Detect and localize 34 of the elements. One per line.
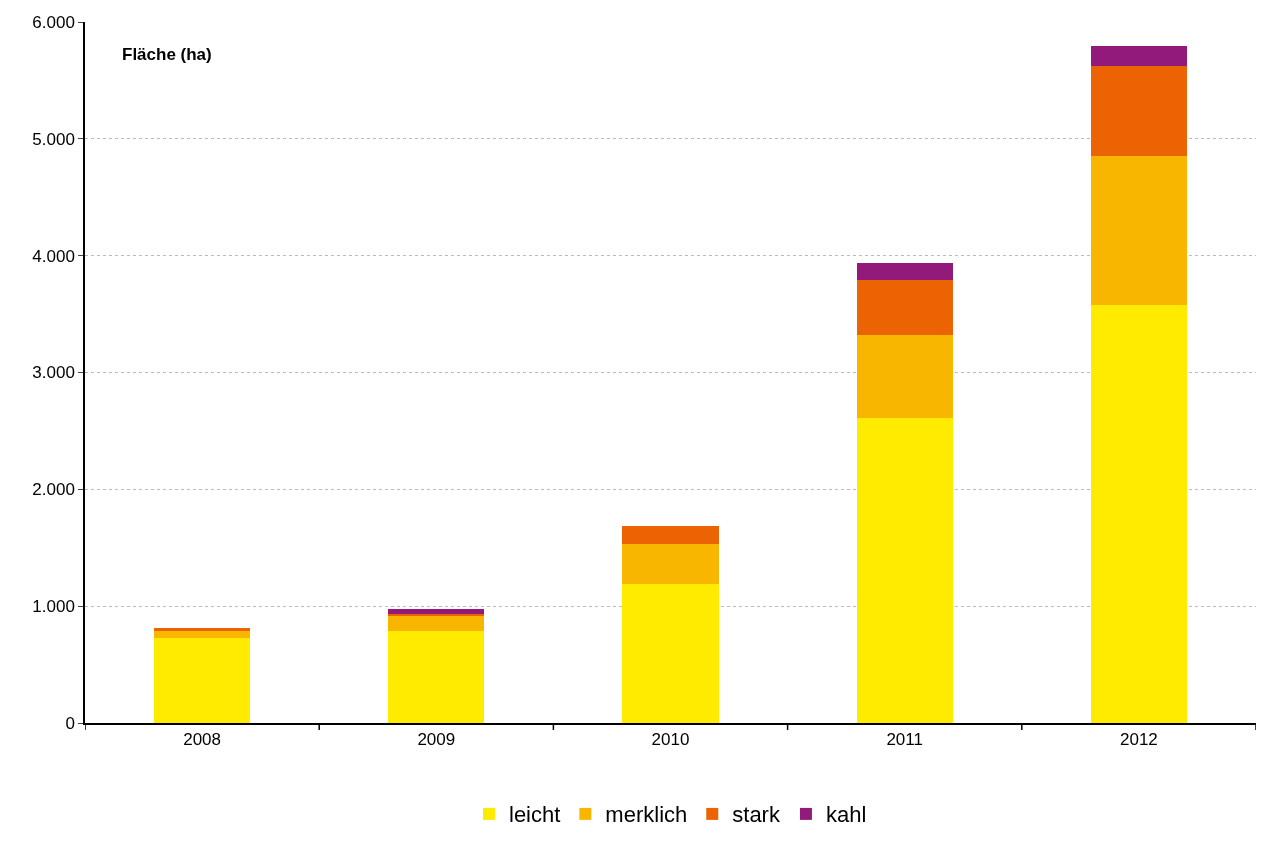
bar	[622, 526, 719, 545]
bar	[154, 637, 251, 723]
bar	[1090, 65, 1187, 157]
y-tick-label: 3.000	[32, 363, 75, 383]
bar	[154, 627, 251, 631]
x-tick-label: 2010	[651, 730, 690, 750]
bar	[856, 262, 953, 281]
bar	[1090, 45, 1187, 66]
y-tick-label: 5.000	[32, 129, 75, 149]
legend-label: leicht	[509, 802, 561, 828]
x-tick-label: 2011	[886, 730, 923, 750]
bar	[1090, 305, 1187, 723]
bar	[856, 335, 953, 419]
y-tick-label: 1.000	[32, 597, 75, 617]
y-axis-title: Fläche (ha)	[122, 45, 212, 64]
legend-label: stark	[732, 802, 781, 828]
x-tick-label: 2008	[183, 730, 222, 750]
y-tick-label: 0	[65, 713, 75, 733]
x-tick-label: 2009	[417, 730, 456, 750]
bar	[856, 280, 953, 336]
legend-label: kahl	[825, 802, 867, 828]
x-tick-label: 2012	[1119, 730, 1158, 750]
bar	[1090, 156, 1187, 306]
bar	[622, 544, 719, 584]
y-tick-label: 6.000	[32, 12, 75, 32]
bar	[388, 630, 485, 723]
y-tick-label: 4.000	[32, 246, 75, 266]
bar	[388, 608, 485, 614]
y-tick-label: 2.000	[32, 480, 75, 500]
legend-label: merklich	[605, 802, 688, 828]
bar	[622, 583, 719, 723]
bar	[856, 418, 953, 723]
bar	[388, 615, 485, 631]
bar	[154, 630, 251, 638]
